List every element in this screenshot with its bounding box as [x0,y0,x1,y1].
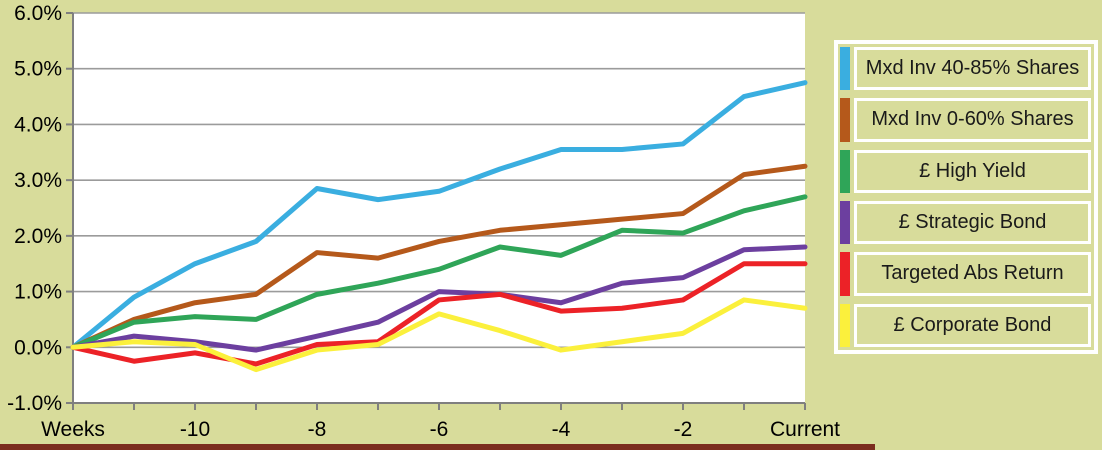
legend-item: £ Strategic Bond [840,200,1091,245]
legend-color-bar [840,47,850,91]
legend-color-bar [840,303,850,347]
y-tick-label: 5.0% [14,58,62,81]
series-line-£-high-yield [70,194,808,350]
chart-legend: Mxd Inv 40-85% Shares Mxd Inv 0-60% Shar… [834,40,1098,354]
legend-item: Mxd Inv 0-60% Shares [840,98,1091,142]
y-tick-label: 2.0% [14,225,62,248]
legend-item: £ High Yield [840,149,1091,193]
series-line-mxd-inv-40-85%-shares [70,80,808,350]
legend-item: Targeted Abs Return [840,252,1091,296]
legend-color-bar [840,98,850,142]
y-tick-label: 4.0% [14,113,62,136]
legend-item: Mxd Inv 40-85% Shares [840,47,1091,91]
x-tick-label: -2 [674,418,693,441]
series-line-targeted-abs-return [70,261,808,367]
legend-label: £ Corporate Bond [854,303,1091,347]
series-line-£-strategic-bond [70,244,808,353]
y-tick-label: 1.0% [14,281,62,304]
legend-label: Mxd Inv 40-85% Shares [854,47,1091,91]
x-tick-label: Current [770,418,840,441]
legend-color-bar [840,252,850,296]
x-tick-label: -4 [552,418,571,441]
legend-color-bar [840,200,850,245]
x-tick-label: -10 [180,418,210,441]
bottom-border-bar [0,444,875,450]
y-tick-label: 3.0% [14,169,62,192]
legend-label: Targeted Abs Return [854,252,1091,296]
plot-area [73,13,805,403]
legend-item: £ Corporate Bond [840,303,1091,347]
x-tick-label: -6 [430,418,449,441]
y-tick-label: 6.0% [14,2,62,25]
x-tick-label: Weeks [41,418,105,441]
legend-label: £ High Yield [854,149,1091,193]
x-tick-label: -8 [308,418,327,441]
legend-label: Mxd Inv 0-60% Shares [854,98,1091,142]
legend-color-bar [840,149,850,193]
legend-label: £ Strategic Bond [854,200,1091,245]
series-line-mxd-inv-0-60%-shares [70,163,808,350]
y-tick-label: -1.0% [7,392,62,415]
y-tick-label: 0.0% [14,336,62,359]
series-line-£-corporate-bond [70,297,808,373]
